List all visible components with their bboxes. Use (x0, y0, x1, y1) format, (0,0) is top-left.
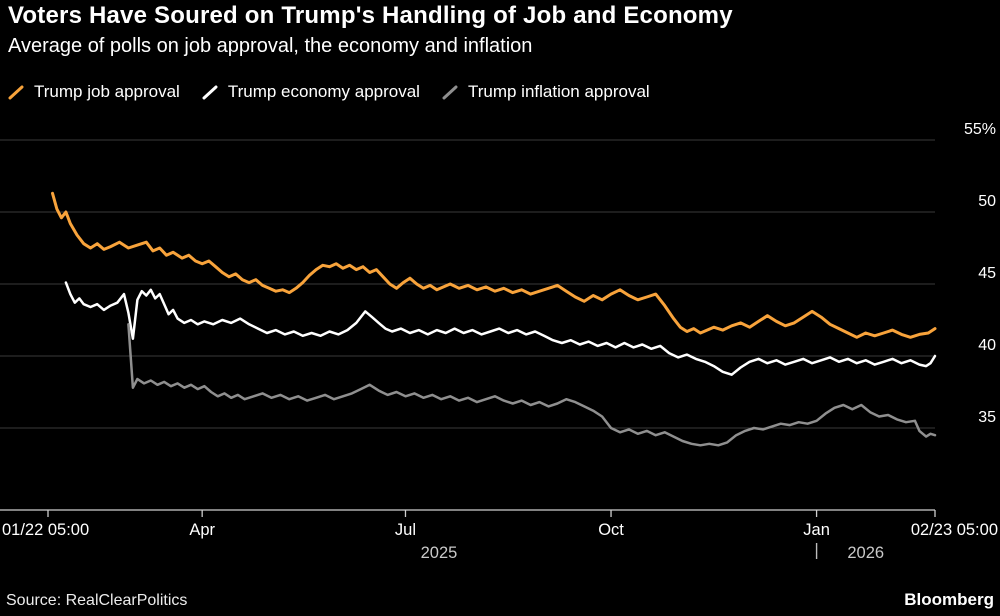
svg-text:Apr: Apr (189, 521, 215, 539)
svg-text:2026: 2026 (847, 544, 884, 562)
svg-text:55%: 55% (964, 121, 996, 138)
svg-text:Oct: Oct (598, 521, 624, 539)
line-marker-icon (202, 85, 218, 99)
svg-text:50: 50 (978, 193, 996, 210)
bloomberg-logo: Bloomberg (904, 590, 994, 609)
legend-label: Trump inflation approval (467, 82, 650, 101)
svg-text:01/22 05:00: 01/22 05:00 (2, 521, 89, 539)
svg-text:Jul: Jul (395, 521, 416, 539)
line-marker-icon (8, 85, 24, 99)
legend-item-economy-approval: Trump economy approval (202, 82, 420, 102)
source-note: Source: RealClearPolitics (6, 592, 188, 609)
svg-text:Jan: Jan (803, 521, 830, 539)
chart-title: Voters Have Soured on Trump's Handling o… (8, 2, 733, 29)
svg-text:2025: 2025 (421, 544, 458, 562)
legend-label: Trump economy approval (227, 82, 420, 101)
svg-text:35: 35 (978, 409, 996, 426)
legend: Trump job approval Trump economy approva… (8, 82, 650, 102)
svg-text:45: 45 (978, 265, 996, 282)
svg-text:02/23 05:00: 02/23 05:00 (911, 521, 998, 539)
line-marker-icon (442, 85, 458, 99)
legend-label: Trump job approval (34, 82, 180, 101)
svg-text:40: 40 (978, 337, 996, 354)
legend-item-job-approval: Trump job approval (8, 82, 180, 102)
chart-subtitle: Average of polls on job approval, the ec… (8, 35, 533, 57)
legend-item-inflation-approval: Trump inflation approval (442, 82, 650, 102)
